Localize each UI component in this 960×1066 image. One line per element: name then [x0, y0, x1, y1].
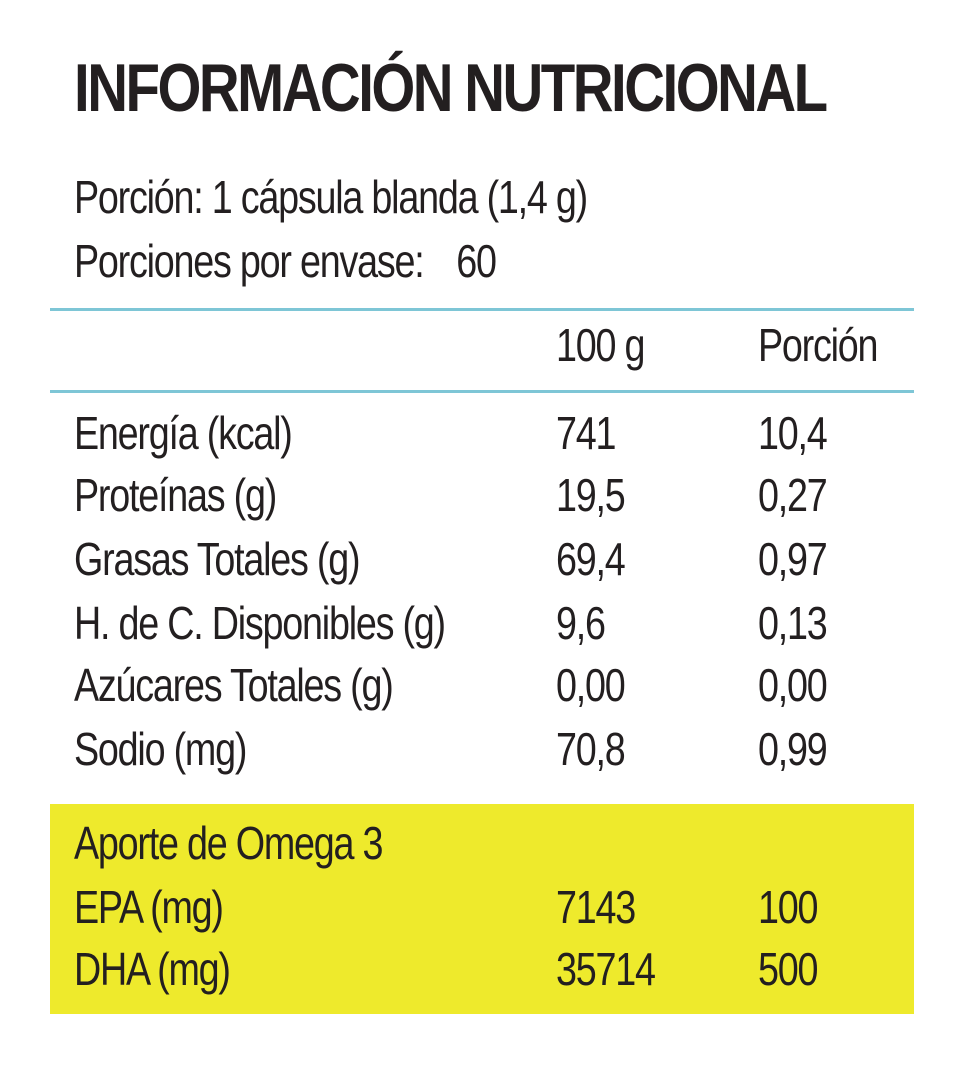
table-header-divider [50, 390, 914, 393]
row-value-100g: 69,4 [556, 533, 626, 585]
row-value-100g: 9,6 [556, 597, 606, 649]
row-label: EPA (mg) [74, 881, 224, 933]
column-header-100g: 100 g [556, 319, 645, 371]
row-value-portion: 0,00 [758, 659, 828, 711]
row-value-portion: 100 [758, 881, 818, 933]
row-value-100g: 7143 [556, 881, 636, 933]
row-value-100g: 741 [556, 407, 616, 459]
row-label: Sodio (mg) [74, 723, 247, 775]
row-value-portion: 0,13 [758, 597, 828, 649]
row-label: DHA (mg) [74, 943, 231, 995]
row-label: Proteínas (g) [74, 469, 277, 521]
row-value-100g: 70,8 [556, 723, 626, 775]
row-label: Energía (kcal) [74, 407, 293, 459]
row-value-portion: 0,97 [758, 533, 828, 585]
servings-label: Porciones por envase: [74, 235, 425, 287]
row-value-100g: 19,5 [556, 469, 626, 521]
table-row: DHA (mg) 35714 500 [0, 946, 960, 1008]
row-value-100g: 35714 [556, 943, 656, 995]
row-value-portion: 0,27 [758, 469, 828, 521]
table-row: H. de C. Disponibles (g) 9,6 0,13 [0, 600, 960, 662]
servings-per-container: Porciones por envase: 60 [74, 235, 497, 287]
table-row: Grasas Totales (g) 69,4 0,97 [0, 536, 960, 598]
column-header-portion: Porción [758, 319, 879, 371]
table-row: Sodio (mg) 70,8 0,99 [0, 726, 960, 788]
servings-value: 60 [456, 235, 497, 287]
row-label: Grasas Totales (g) [74, 533, 361, 585]
table-row: Azúcares Totales (g) 0,00 0,00 [0, 662, 960, 724]
row-label: Azúcares Totales (g) [74, 659, 394, 711]
row-value-portion: 0,99 [758, 723, 828, 775]
serving-size: Porción: 1 cápsula blanda (1,4 g) [74, 171, 588, 223]
table-row: Energía (kcal) 741 10,4 [0, 410, 960, 472]
row-value-100g: 0,00 [556, 659, 626, 711]
table-top-divider [50, 308, 914, 311]
row-value-portion: 10,4 [758, 407, 828, 459]
table-row: Proteínas (g) 19,5 0,27 [0, 472, 960, 534]
page-title: INFORMACIÓN NUTRICIONAL [74, 50, 828, 126]
row-label: H. de C. Disponibles (g) [74, 597, 446, 649]
omega-3-heading: Aporte de Omega 3 [74, 817, 384, 869]
table-row: EPA (mg) 7143 100 [0, 884, 960, 946]
omega-3-highlight-box [50, 804, 914, 1014]
row-value-portion: 500 [758, 943, 818, 995]
